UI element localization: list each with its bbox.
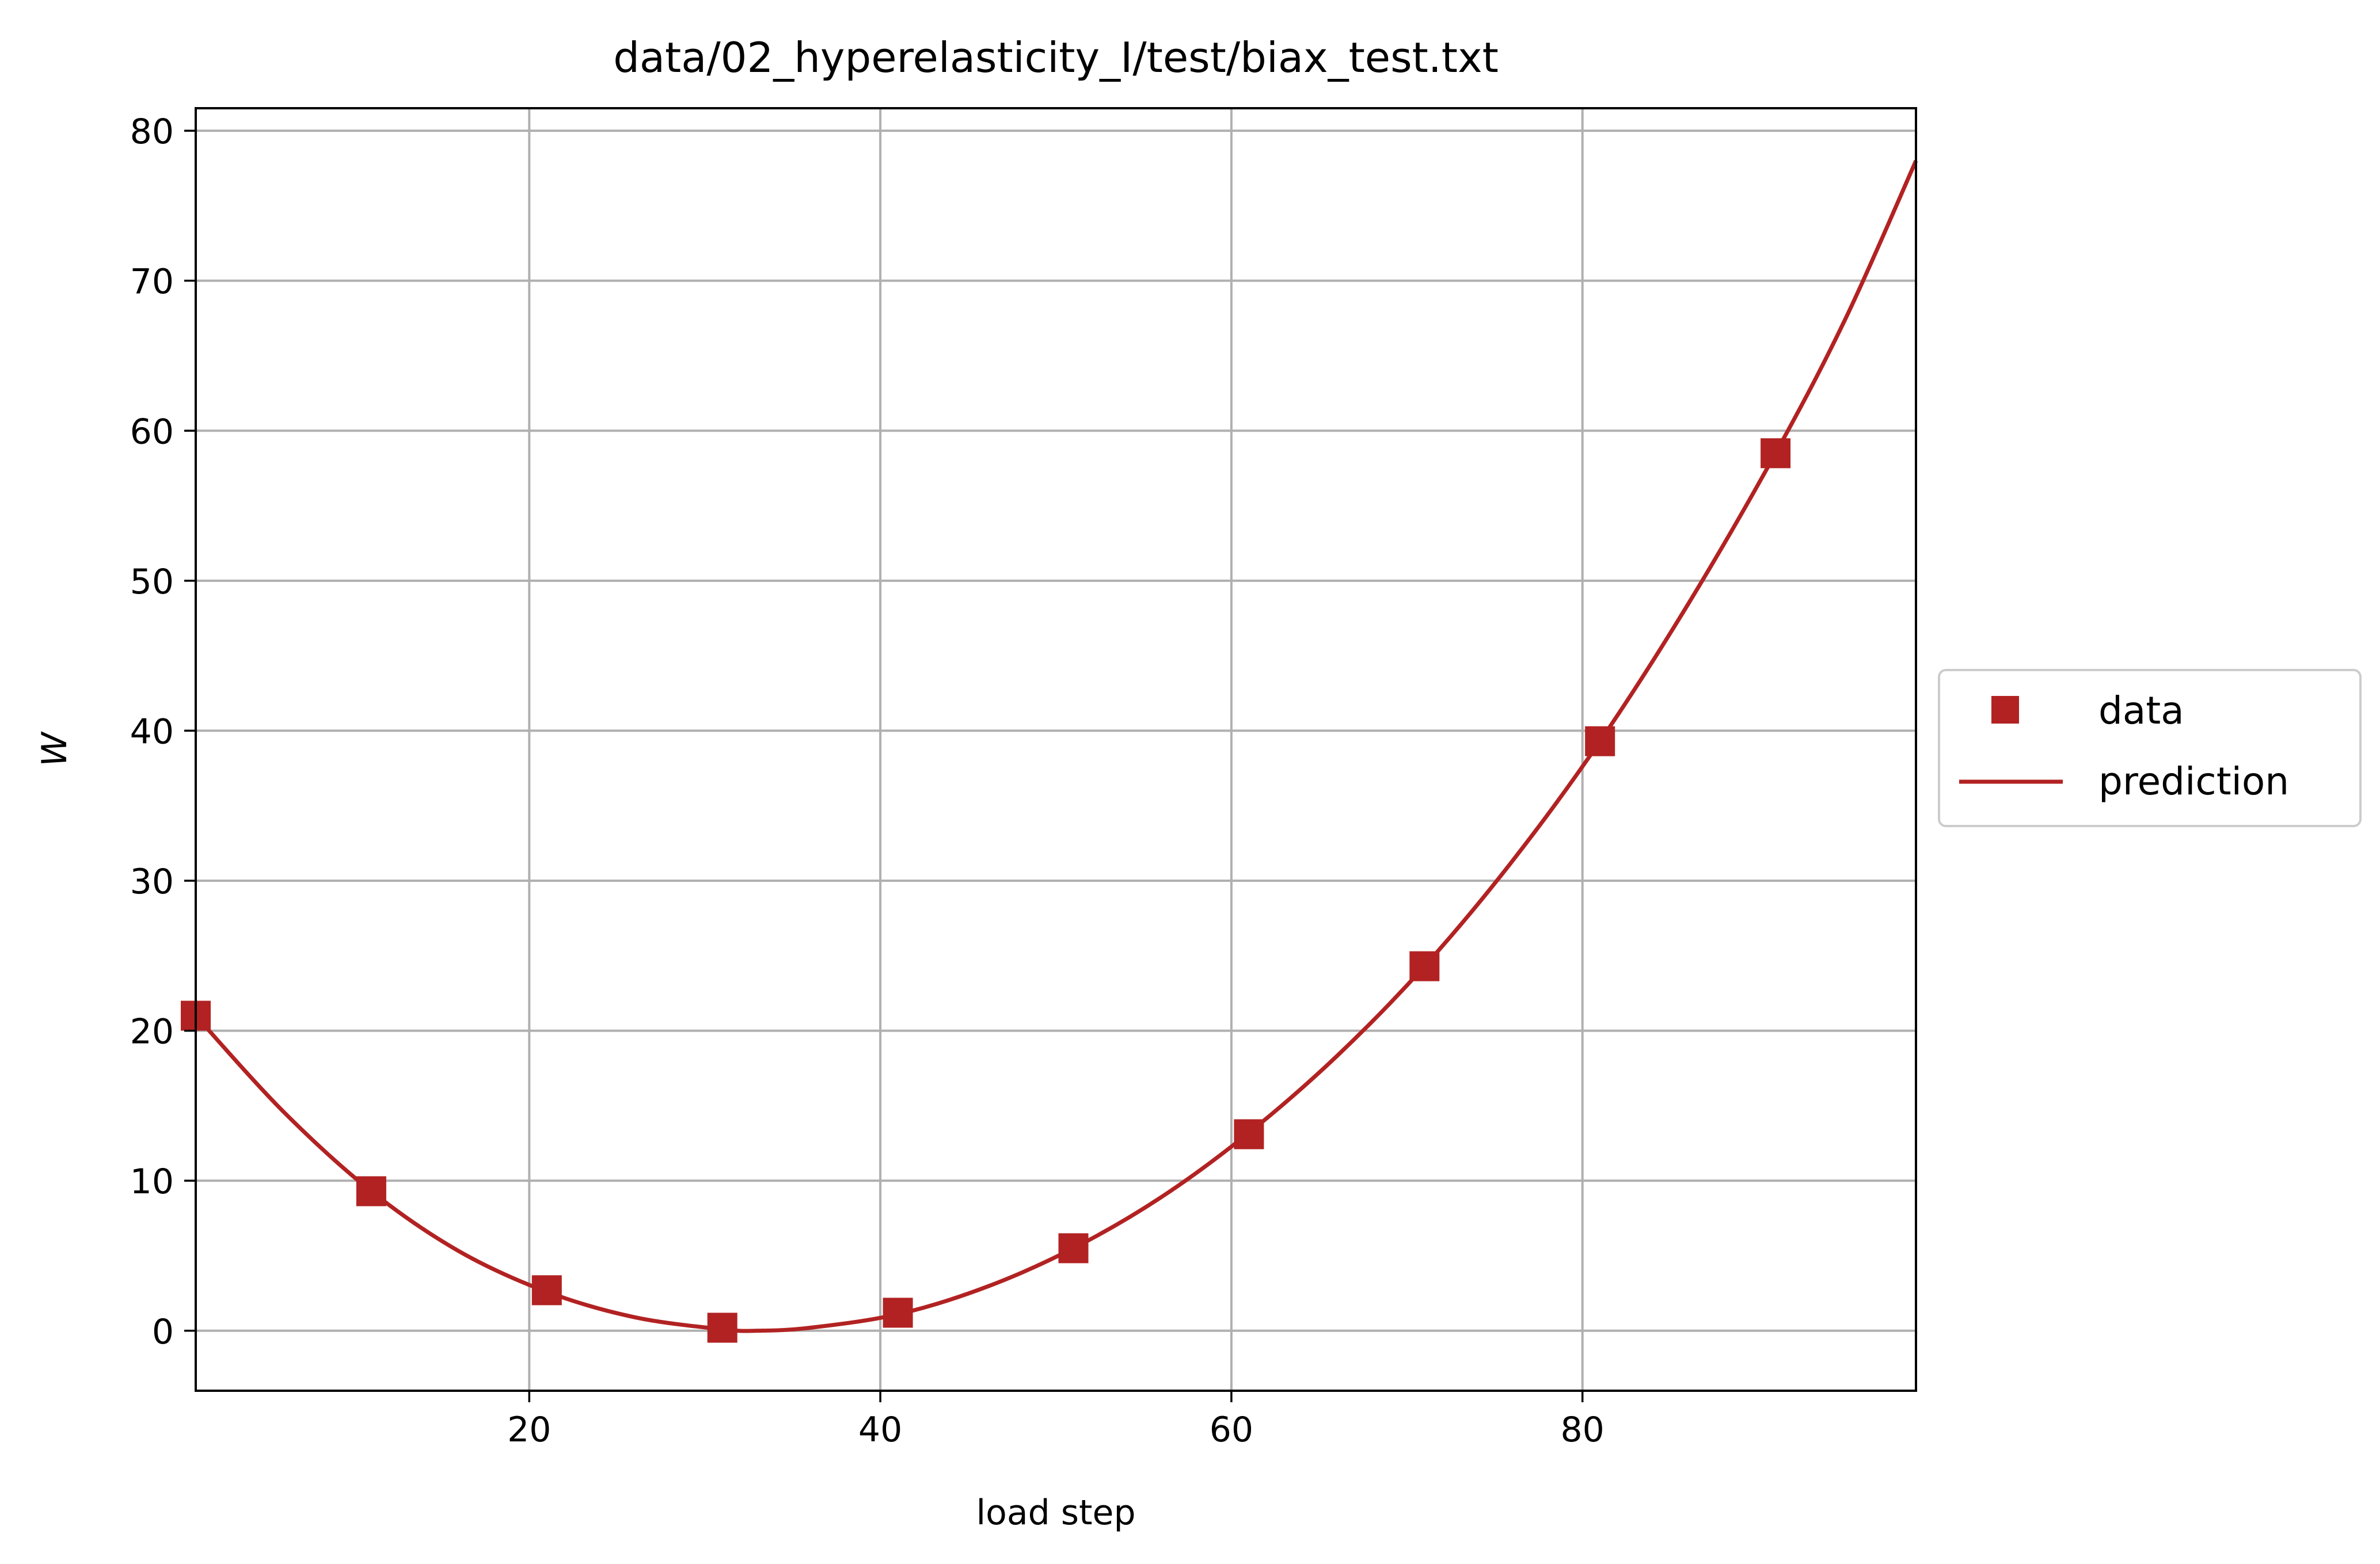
y-tick-label: 80 [130, 112, 174, 152]
x-tick-label: 40 [858, 1410, 902, 1450]
x-tick-label: 80 [1561, 1410, 1605, 1450]
data-point [1058, 1233, 1089, 1264]
legend: data prediction [1938, 669, 2362, 827]
axis-ticks: 20 40 60 80 0 10 20 30 40 50 60 70 80 [130, 112, 1605, 1450]
prediction-line [194, 159, 1918, 1333]
y-axis-label: W [35, 731, 75, 767]
chart-title: data/02_hyperelasticity_I/test/biax_test… [613, 33, 1499, 82]
legend-prediction-label: prediction [2098, 759, 2289, 804]
grid [196, 108, 1916, 1391]
y-tick-label: 40 [130, 711, 174, 752]
data-point [1409, 951, 1440, 981]
x-axis-label: load step [976, 1493, 1135, 1533]
y-tick-label: 10 [130, 1162, 174, 1202]
legend-frame [1938, 669, 2362, 827]
y-tick-label: 30 [130, 862, 174, 902]
legend-data-label: data [2098, 688, 2184, 733]
data-point [356, 1176, 386, 1207]
plot-frame [195, 107, 1917, 1392]
plot-series [181, 159, 1918, 1343]
y-tick-label: 0 [152, 1312, 174, 1352]
data-point [1585, 726, 1615, 756]
data-point [531, 1275, 562, 1306]
y-tick-label: 70 [130, 262, 174, 302]
legend-data-marker-icon [1991, 696, 2019, 724]
x-tick-label: 20 [507, 1410, 551, 1450]
x-tick-label: 60 [1210, 1410, 1253, 1450]
y-tick-label: 20 [130, 1012, 174, 1052]
data-point [1761, 438, 1791, 469]
y-tick-label: 50 [130, 562, 174, 602]
y-tick-label: 60 [130, 412, 174, 452]
data-point [883, 1297, 913, 1328]
data-point [1234, 1119, 1264, 1150]
data-point [707, 1312, 737, 1343]
